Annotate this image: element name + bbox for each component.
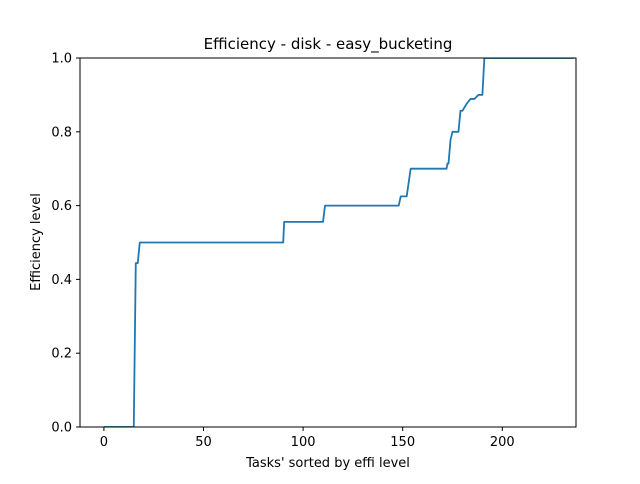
x-axis-label: Tasks' sorted by effi level — [245, 456, 410, 471]
y-tick-label: 1.0 — [51, 52, 72, 67]
x-tick-label: 50 — [195, 435, 212, 450]
x-tick-label: 200 — [490, 435, 515, 450]
y-tick-label: 0.2 — [51, 347, 72, 362]
series-line-0 — [103, 58, 575, 427]
x-tick-label: 150 — [390, 435, 415, 450]
y-tick-label: 0.6 — [51, 199, 72, 214]
x-tick-label: 100 — [291, 435, 316, 450]
y-tick-label: 0.4 — [51, 273, 72, 288]
series-layer — [103, 58, 575, 427]
plot-frame — [79, 57, 577, 428]
axes-layer: 0 50 100 150 200 0.0 0.2 0.4 0.6 0.8 1.0 — [51, 52, 577, 450]
chart-title: Efficiency - disk - easy_bucketing — [204, 35, 453, 54]
y-tick-label: 0.8 — [51, 125, 72, 140]
y-axis-label: Efficiency level — [29, 193, 44, 291]
y-tick-label: 0.0 — [51, 421, 72, 436]
x-tick-label: 0 — [100, 435, 108, 450]
